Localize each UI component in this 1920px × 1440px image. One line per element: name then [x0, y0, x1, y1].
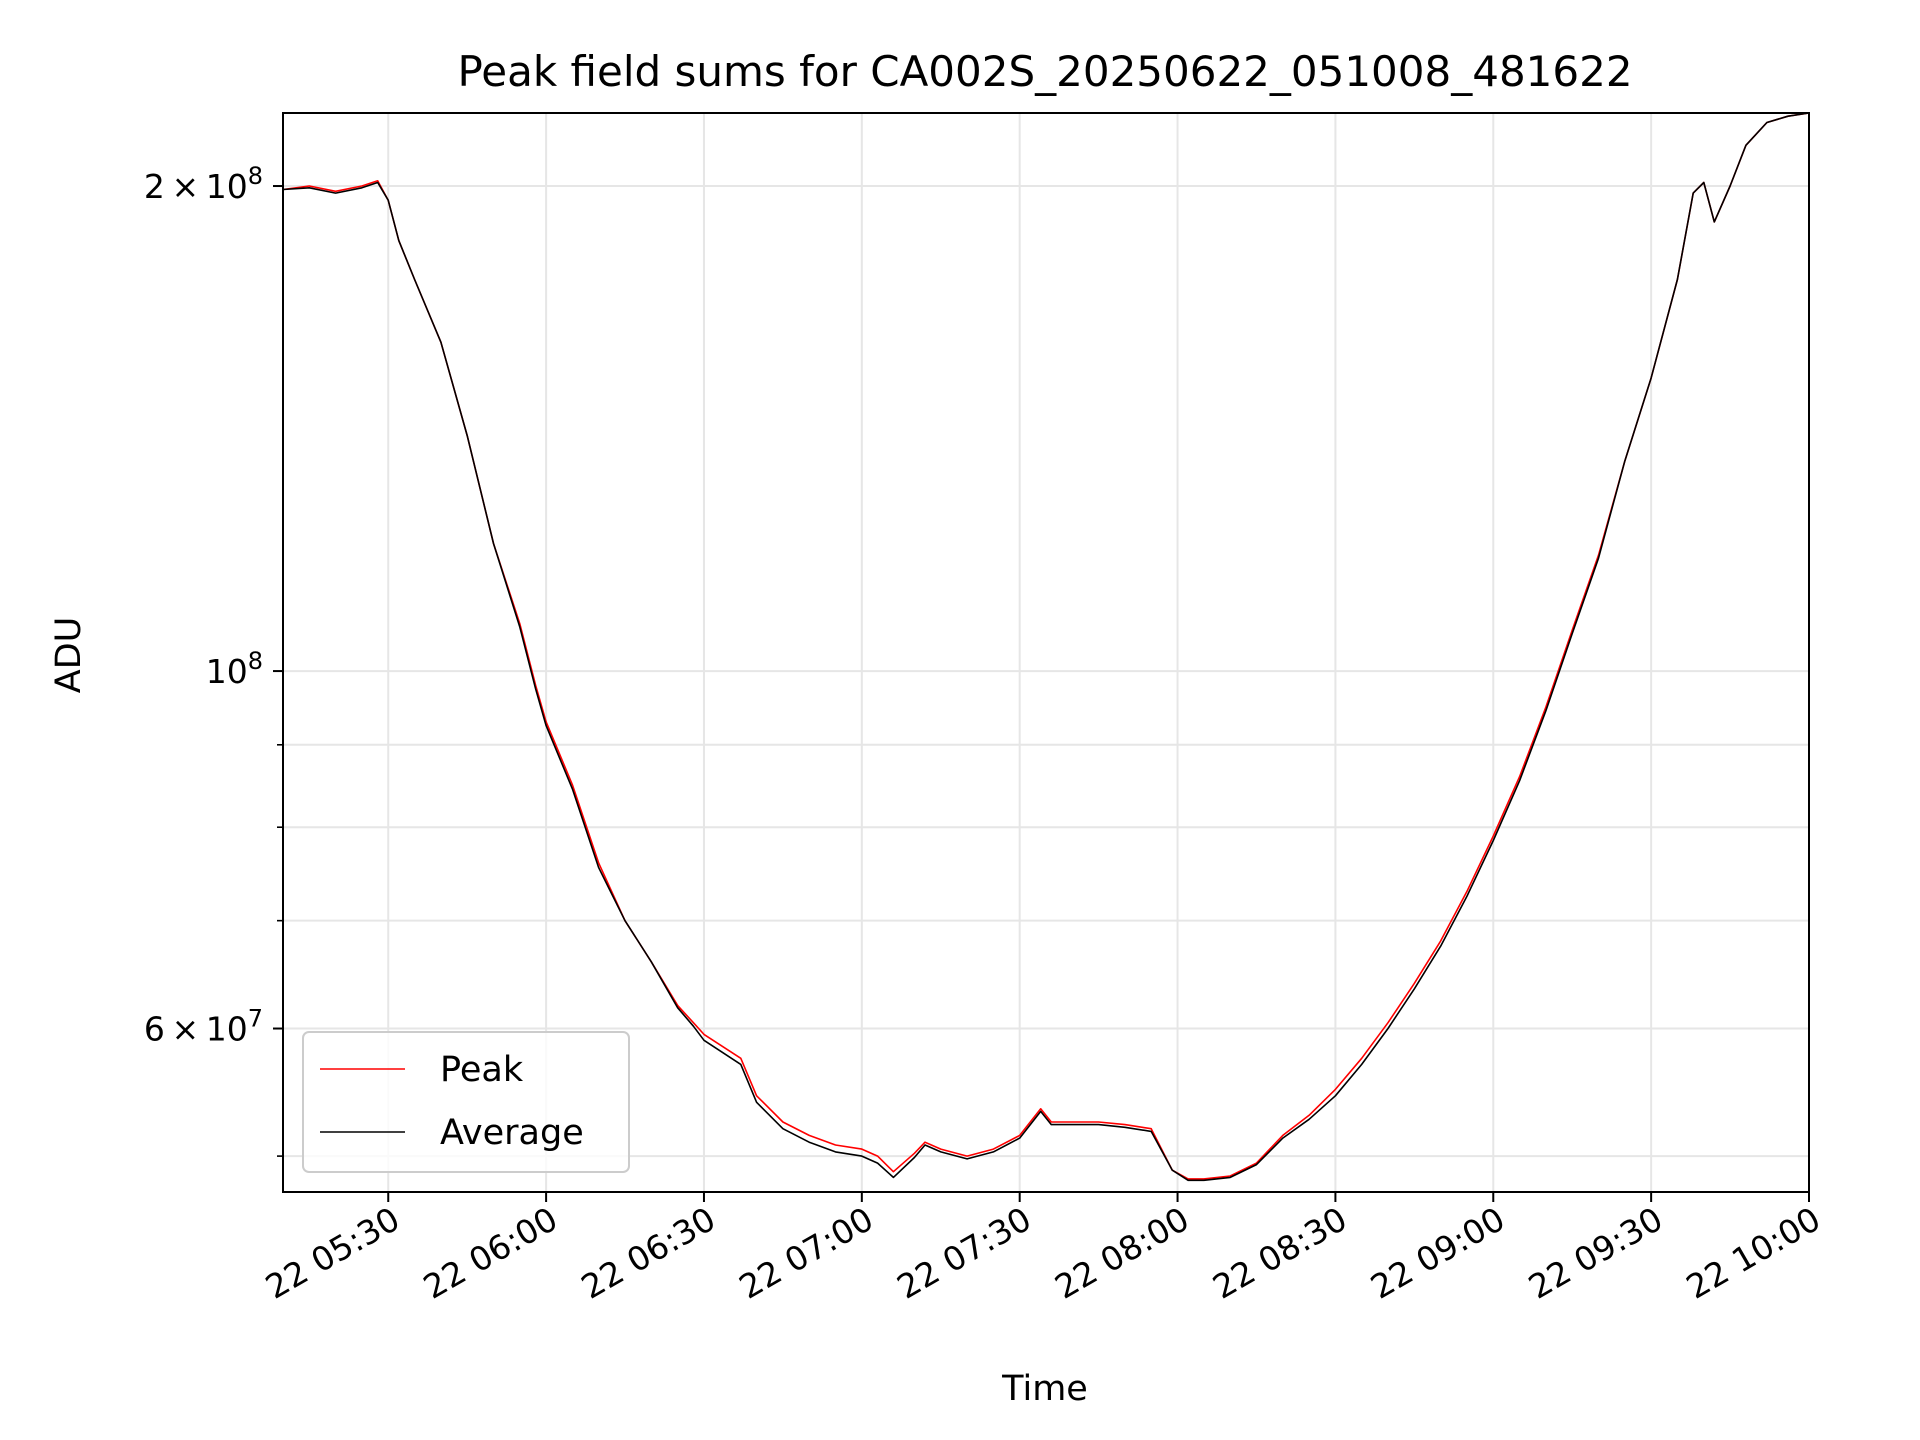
plot-frame — [282, 112, 1810, 1193]
series-line-peak — [282, 112, 1810, 1180]
y-tick-label: 108 — [206, 647, 263, 691]
y-axis-label: ADU — [49, 617, 89, 694]
legend-peak-label: Peak — [440, 1050, 524, 1090]
x-axis-label: Time — [1001, 1369, 1088, 1409]
legend-box — [302, 1031, 630, 1173]
y-axis: 2 × 108 108 6 × 107 — [144, 162, 283, 1157]
y-tick-label: 6 × 107 — [144, 1005, 263, 1049]
chart-title: Peak field sums for CA002S_20250622_0510… — [457, 47, 1632, 96]
series-line-average — [282, 112, 1810, 1182]
series-layer — [282, 112, 1810, 1182]
legend: Peak Average — [302, 1031, 630, 1173]
y-tick-label: 2 × 108 — [144, 162, 263, 206]
legend-average-label: Average — [440, 1113, 584, 1153]
